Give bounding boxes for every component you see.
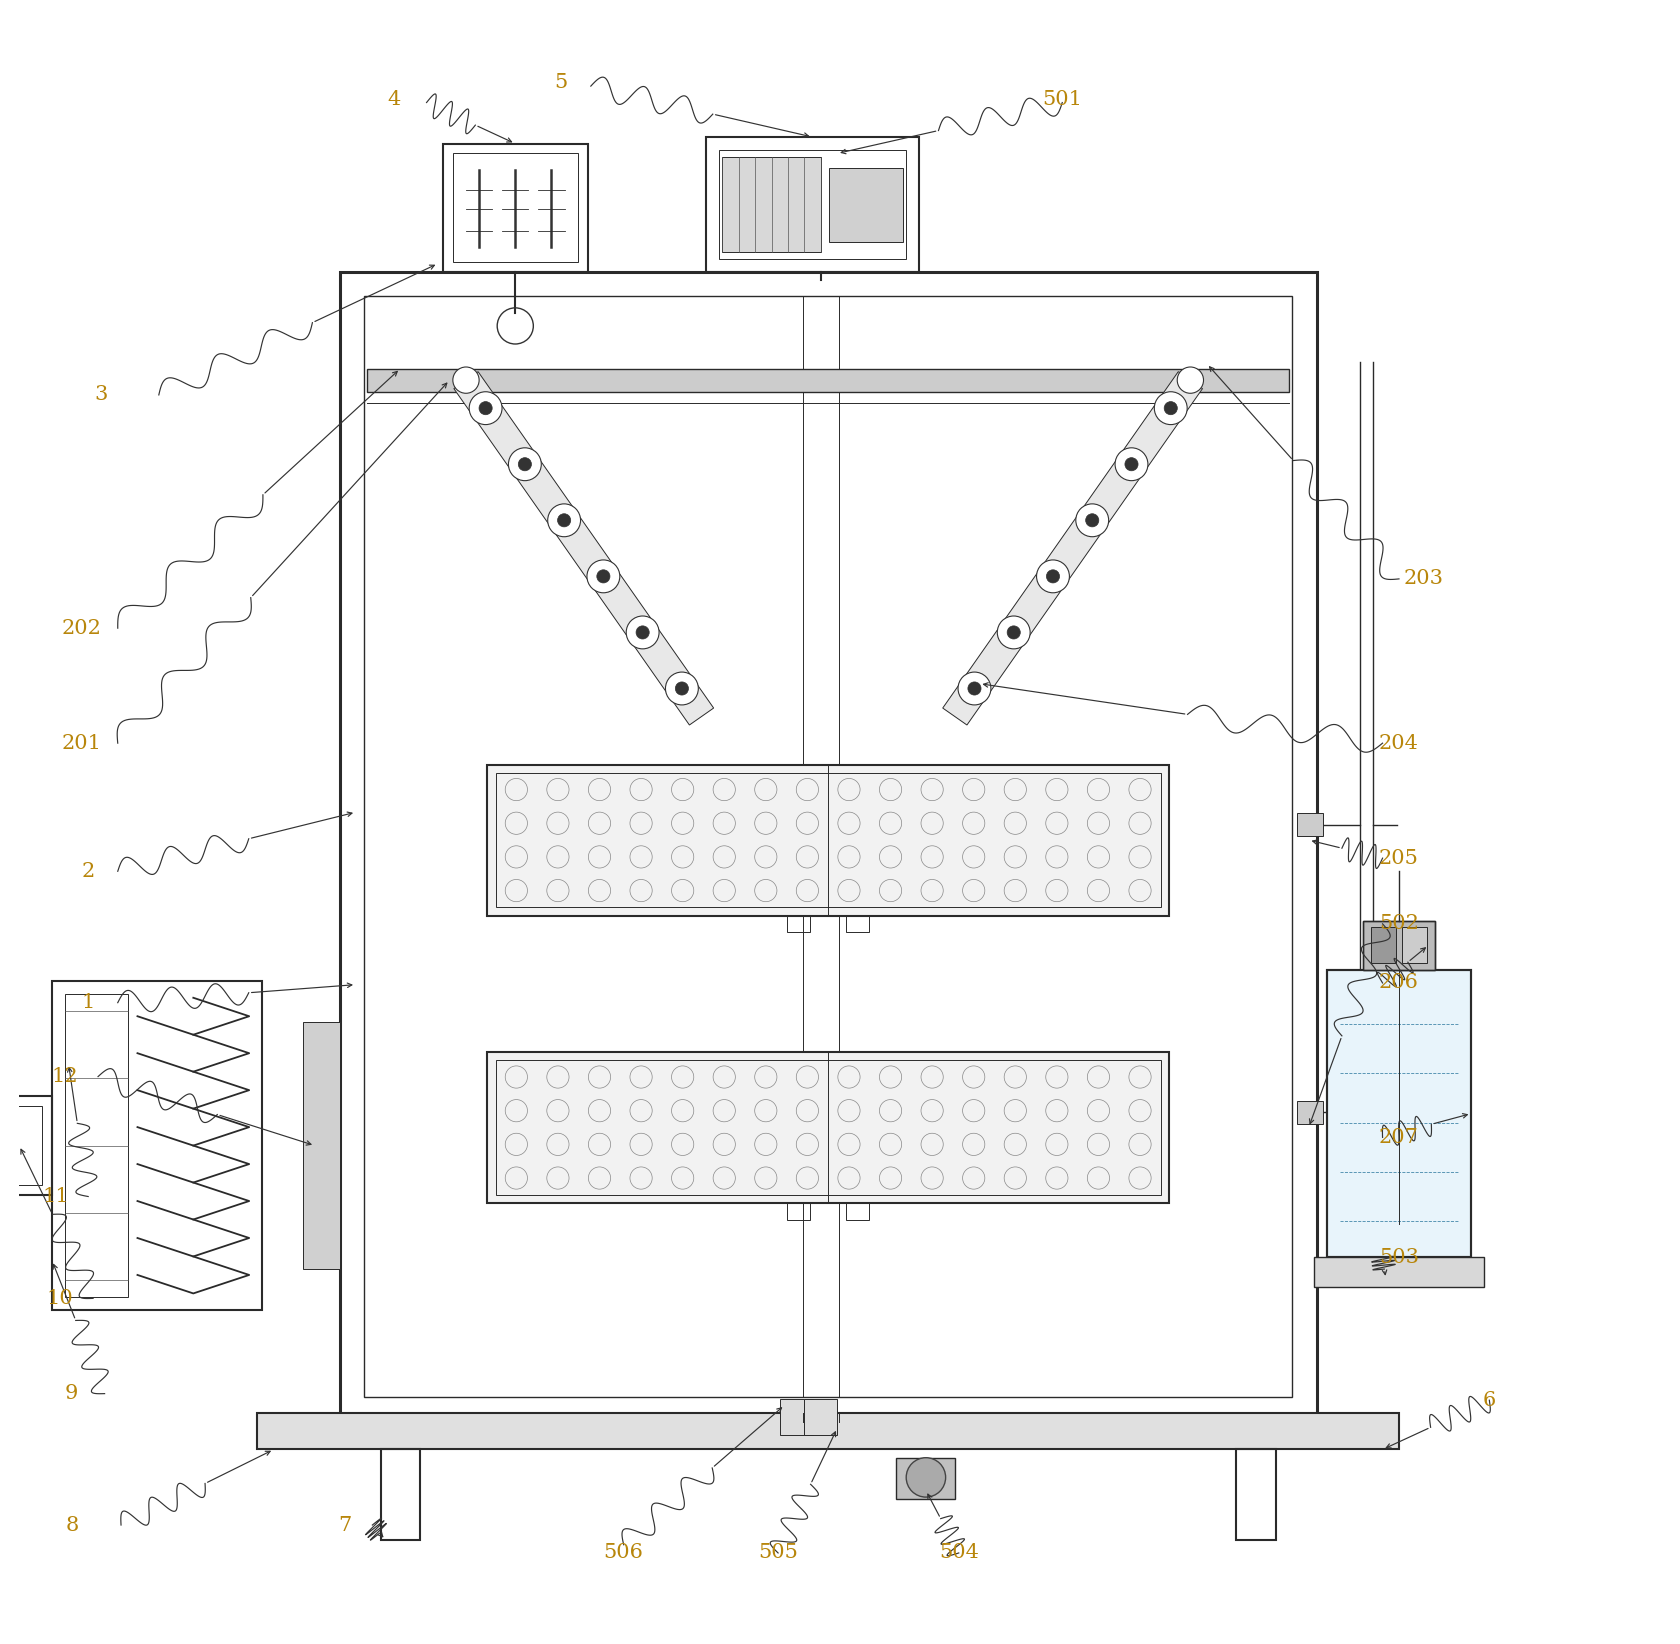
Bar xyxy=(368,368,1289,391)
Circle shape xyxy=(1037,561,1068,593)
Polygon shape xyxy=(454,372,714,725)
Circle shape xyxy=(635,626,648,640)
Bar xyxy=(257,1414,1398,1450)
Bar xyxy=(444,143,588,271)
Text: 503: 503 xyxy=(1378,1248,1418,1268)
Bar xyxy=(487,1052,1168,1203)
Circle shape xyxy=(1154,391,1186,424)
Bar xyxy=(706,136,919,271)
Bar xyxy=(1297,814,1322,837)
Bar xyxy=(52,981,262,1310)
Text: 3: 3 xyxy=(94,385,108,404)
Bar xyxy=(722,156,820,252)
Text: 202: 202 xyxy=(62,618,101,638)
Circle shape xyxy=(1124,457,1137,470)
Circle shape xyxy=(1045,570,1058,584)
Bar xyxy=(786,1203,810,1220)
Text: 12: 12 xyxy=(52,1067,79,1087)
Text: 204: 204 xyxy=(1378,733,1418,753)
Circle shape xyxy=(479,401,492,414)
Bar xyxy=(487,764,1168,916)
Circle shape xyxy=(627,616,659,649)
Circle shape xyxy=(452,367,479,393)
Bar xyxy=(895,1458,954,1499)
Bar xyxy=(780,1399,811,1435)
Text: 501: 501 xyxy=(1042,90,1082,109)
Bar xyxy=(496,1060,1161,1195)
Circle shape xyxy=(1114,447,1147,480)
Text: 8: 8 xyxy=(66,1516,79,1534)
Circle shape xyxy=(596,570,610,584)
Bar xyxy=(719,150,906,258)
Bar xyxy=(339,271,1315,1422)
Circle shape xyxy=(968,682,981,695)
Bar xyxy=(1326,970,1470,1258)
Text: 201: 201 xyxy=(62,733,101,753)
Circle shape xyxy=(558,513,570,526)
Circle shape xyxy=(517,457,531,470)
Text: 4: 4 xyxy=(386,90,400,109)
Circle shape xyxy=(507,447,541,480)
Bar xyxy=(496,773,1161,907)
Text: 502: 502 xyxy=(1378,914,1418,934)
Text: 1: 1 xyxy=(81,993,94,1013)
Text: 506: 506 xyxy=(603,1544,643,1562)
Bar xyxy=(845,1203,869,1220)
Text: 505: 505 xyxy=(758,1544,798,1562)
Text: 504: 504 xyxy=(937,1544,978,1562)
Bar xyxy=(1326,970,1470,1258)
Circle shape xyxy=(1176,367,1203,393)
Circle shape xyxy=(1006,626,1020,640)
Circle shape xyxy=(586,561,620,593)
Text: 5: 5 xyxy=(554,74,568,92)
Bar xyxy=(786,916,810,932)
Text: 7: 7 xyxy=(338,1516,351,1534)
Bar xyxy=(1362,921,1435,970)
Bar xyxy=(302,1023,339,1269)
Bar xyxy=(0,1097,52,1195)
Bar xyxy=(1312,1258,1483,1287)
Text: 206: 206 xyxy=(1378,973,1418,993)
Text: 6: 6 xyxy=(1482,1391,1495,1409)
Polygon shape xyxy=(942,372,1201,725)
Circle shape xyxy=(958,672,990,705)
Bar xyxy=(380,1450,420,1540)
Text: 2: 2 xyxy=(82,861,94,881)
Circle shape xyxy=(675,682,689,695)
Bar xyxy=(452,153,578,261)
Bar xyxy=(845,916,869,932)
Circle shape xyxy=(1085,513,1099,526)
Bar xyxy=(1371,927,1394,963)
Bar xyxy=(1362,921,1435,970)
Bar xyxy=(1297,1101,1322,1124)
Bar xyxy=(828,168,902,242)
Circle shape xyxy=(548,503,580,536)
Text: 205: 205 xyxy=(1378,848,1418,868)
Circle shape xyxy=(665,672,697,705)
Circle shape xyxy=(996,616,1030,649)
Circle shape xyxy=(469,391,502,424)
Bar xyxy=(1401,927,1426,963)
Text: 207: 207 xyxy=(1378,1128,1418,1148)
Bar xyxy=(1235,1450,1275,1540)
Text: 203: 203 xyxy=(1403,569,1443,589)
Circle shape xyxy=(906,1458,946,1498)
Circle shape xyxy=(1075,503,1109,536)
Circle shape xyxy=(1164,401,1176,414)
Bar xyxy=(365,296,1292,1397)
Text: 10: 10 xyxy=(47,1289,74,1309)
Bar xyxy=(3,1106,42,1185)
Bar xyxy=(66,995,128,1297)
Bar xyxy=(805,1399,837,1435)
Text: 11: 11 xyxy=(42,1187,69,1207)
Text: 9: 9 xyxy=(66,1384,79,1402)
